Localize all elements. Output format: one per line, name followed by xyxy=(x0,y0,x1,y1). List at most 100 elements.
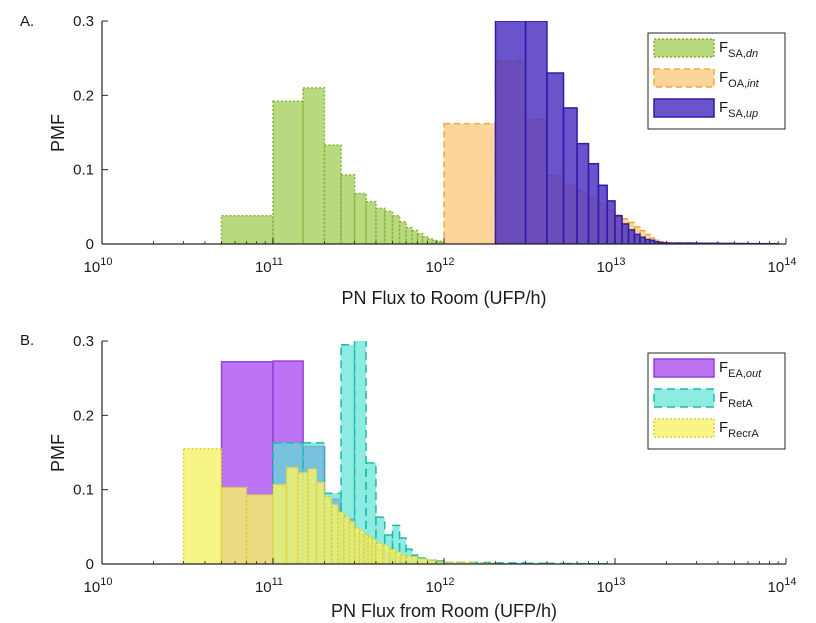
legend-entry-label: FSA,up xyxy=(719,99,758,120)
bars-group xyxy=(220,21,779,244)
legend: FEA,out FRetA FRecrA xyxy=(647,352,786,450)
histogram-bar xyxy=(337,511,345,564)
y-tick-label: 0.1 xyxy=(73,482,94,499)
histogram-bar xyxy=(365,462,377,564)
histogram-bar xyxy=(621,223,630,244)
histogram-bar xyxy=(307,468,318,564)
legend-swatch xyxy=(653,418,715,438)
histogram-bar xyxy=(639,236,646,244)
histogram-bar xyxy=(394,551,402,564)
chart-panel-a: 0 0.1 0.2 0.3 1010 1011 1012 1013 1014 PN Flux to… xyxy=(20,13,796,308)
x-tick-label: 1011 xyxy=(255,576,283,596)
histogram-bar xyxy=(391,215,401,244)
histogram-bar xyxy=(443,122,497,244)
legend: FSA,dn FOA,int FSA,up xyxy=(647,32,786,130)
histogram-bar xyxy=(353,341,367,564)
histogram-bar xyxy=(371,538,377,564)
legend-entry-label: FEA,out xyxy=(719,359,762,380)
x-tick-label: 1012 xyxy=(426,256,455,276)
legend-entry-label: FSA,dn xyxy=(719,39,758,60)
x-tick-label: 1014 xyxy=(768,576,797,596)
histogram-bar xyxy=(405,226,413,244)
y-tick-label: 0.3 xyxy=(73,13,94,30)
histogram-bar xyxy=(524,21,548,244)
x-tick-label: 1013 xyxy=(597,576,626,596)
histogram-bar xyxy=(405,555,419,564)
legend-swatch xyxy=(653,68,715,88)
histogram-bar xyxy=(340,174,356,244)
x-tick-label: 1011 xyxy=(255,256,283,276)
histogram-bar xyxy=(400,554,407,564)
x-tick-label: 1010 xyxy=(84,256,113,276)
histogram-bar xyxy=(431,239,437,244)
histogram-bar xyxy=(597,184,608,244)
histogram-bar xyxy=(627,229,636,244)
series-saup xyxy=(494,21,779,244)
histogram-bar xyxy=(614,215,623,244)
y-tick-label: 0.3 xyxy=(73,333,94,350)
legend-entry-label: FOA,int xyxy=(719,69,760,90)
histogram-bar xyxy=(363,533,369,564)
histogram-bar xyxy=(245,494,274,564)
histogram-bar xyxy=(348,520,356,564)
histogram-bar xyxy=(285,466,299,564)
x-axis-label: PN Flux from Room (UFP/h) xyxy=(331,601,557,621)
histogram-bar xyxy=(398,220,407,244)
histogram-bar xyxy=(353,192,367,244)
y-axis-label: PMF xyxy=(48,434,68,472)
x-axis-label: PN Flux to Room (UFP/h) xyxy=(341,288,546,308)
x-tick-label: 1012 xyxy=(426,576,455,596)
histogram-bar xyxy=(272,483,288,564)
histogram-bar xyxy=(633,233,641,244)
legend-entry-label: FRecrA xyxy=(719,419,759,440)
y-tick-label: 0 xyxy=(86,236,94,253)
series-recra xyxy=(182,448,497,564)
histogram-bar xyxy=(182,448,223,564)
histogram-bar xyxy=(416,232,424,244)
histogram-bar xyxy=(272,100,304,244)
legend-entry-label: FRetA xyxy=(719,389,753,410)
histogram-bar xyxy=(411,229,419,244)
x-tick-label: 1014 xyxy=(768,256,797,276)
histogram-bar xyxy=(315,481,326,564)
histogram-bar xyxy=(365,200,377,244)
histogram-bar xyxy=(330,503,339,564)
histogram-bar xyxy=(587,162,600,244)
histogram-bar xyxy=(353,527,361,564)
histogram-bar xyxy=(220,215,274,244)
x-tick-label: 1010 xyxy=(84,576,113,596)
histogram-bar xyxy=(323,496,333,564)
bars-group xyxy=(182,341,608,564)
histogram-bar xyxy=(606,200,616,244)
y-tick-label: 0.2 xyxy=(73,87,94,104)
x-tick-label: 1013 xyxy=(597,256,626,276)
histogram-bar xyxy=(323,144,342,244)
histogram-bar xyxy=(382,544,391,564)
histogram-bar xyxy=(302,87,326,244)
histogram-bar xyxy=(426,559,437,564)
histogram-bar xyxy=(375,542,384,564)
histogram-bar xyxy=(297,471,309,564)
histogram-bar xyxy=(383,210,394,244)
histogram-bar xyxy=(562,107,578,244)
y-tick-label: 0 xyxy=(86,556,94,573)
histogram-bar xyxy=(220,486,248,564)
histogram-bar xyxy=(388,548,397,564)
panel-label: A. xyxy=(20,13,34,30)
legend-swatch xyxy=(653,98,715,118)
legend-swatch xyxy=(653,38,715,58)
histogram-bar xyxy=(576,142,590,244)
legend-swatch xyxy=(653,388,715,408)
series-sadn xyxy=(220,87,445,244)
histogram-bar xyxy=(416,558,429,564)
chart-panel-b: 0 0.1 0.2 0.3 1010 1011 1012 1013 1014 PN Flux fr… xyxy=(20,332,796,621)
histogram-bar xyxy=(546,72,565,244)
panel-label: B. xyxy=(20,332,34,349)
legend-swatch xyxy=(653,358,715,378)
histogram-bar xyxy=(494,21,527,244)
y-axis-label: PMF xyxy=(48,114,68,152)
y-tick-label: 0.2 xyxy=(73,407,94,424)
histogram-bar xyxy=(343,515,351,564)
y-tick-label: 0.1 xyxy=(73,162,94,179)
